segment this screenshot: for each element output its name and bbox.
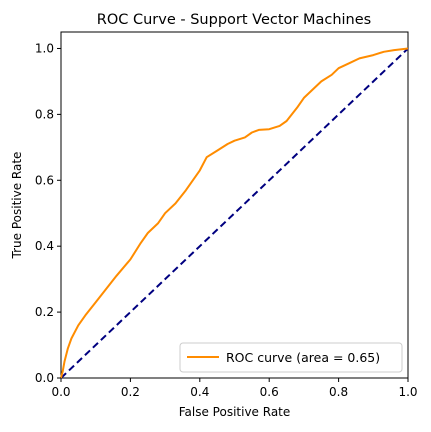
roc-curve-line [60, 47, 409, 379]
legend: ROC curve (area = 0.65) [179, 342, 403, 373]
legend-label: ROC curve (area = 0.65) [226, 350, 380, 365]
y-tick-label: 0.2 [35, 305, 54, 319]
chart-title: ROC Curve - Support Vector Machines [97, 12, 371, 28]
plot-frame [60, 31, 409, 379]
x-tick-label: 1.0 [398, 385, 417, 399]
y-axis-label: True Positive Rate [10, 152, 24, 260]
x-tick-label: 0.0 [51, 385, 70, 399]
x-tick-label: 0.4 [190, 385, 209, 399]
legend-box [179, 342, 403, 373]
x-tick-label: 0.6 [260, 385, 279, 399]
y-tick-label: 1.0 [35, 41, 54, 55]
chart-curves [60, 47, 409, 379]
y-tick-label: 0.6 [35, 173, 54, 187]
chance-diagonal-line [60, 47, 409, 379]
x-tick-label: 0.2 [121, 385, 140, 399]
y-tick-label: 0.4 [35, 239, 54, 253]
y-tick-label: 0.0 [35, 371, 54, 385]
x-tick-label: 0.8 [329, 385, 348, 399]
axis-ticks: 0.0 0.2 0.4 0.6 0.8 1.0 0.0 0.2 0.4 0.6 0.8 1.0 [35, 41, 418, 399]
y-tick-label: 0.8 [35, 107, 54, 121]
x-axis-label: False Positive Rate [179, 405, 291, 419]
